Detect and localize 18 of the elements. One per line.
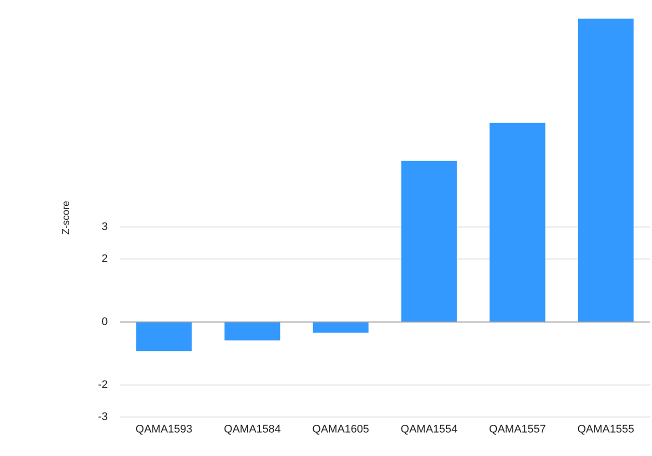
x-tick-label: QAMA1554 (400, 423, 458, 436)
bar (136, 322, 192, 352)
y-tick-label: 0 (102, 316, 108, 328)
bar (224, 322, 280, 340)
bar (312, 322, 369, 333)
x-tick-label: QAMA1584 (224, 423, 281, 436)
y-tick-label: 3 (102, 221, 108, 234)
y-tick-label: 2 (102, 252, 108, 265)
x-tick-label: QAMA1593 (136, 423, 192, 436)
bar (578, 18, 634, 322)
bar (401, 160, 457, 322)
x-tick-label: QAMA1605 (312, 423, 370, 436)
bar (490, 122, 546, 322)
y-tick-label: -2 (98, 379, 108, 392)
y-axis-title: Z-score (60, 200, 72, 235)
y-tick-label: -3 (98, 410, 108, 423)
x-tick-label: QAMA1557 (489, 423, 546, 436)
x-tick-label: QAMA1555 (577, 423, 634, 436)
